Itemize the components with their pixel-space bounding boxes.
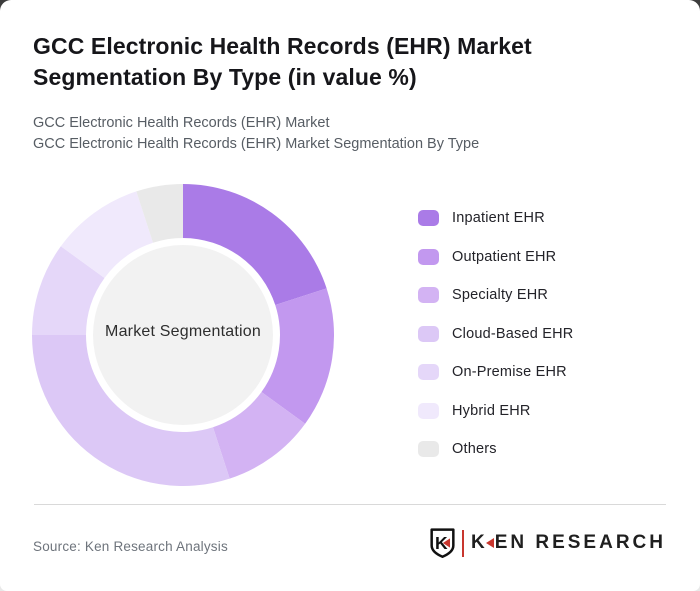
footer-divider [34,504,666,505]
legend-item-others: Others [418,441,573,457]
donut-segment-inpatient-ehr [183,184,327,306]
legend-item-specialty-ehr: Specialty EHR [418,287,573,303]
legend-swatch [418,325,439,342]
legend-label: Specialty EHR [452,287,549,303]
page-title: GCC Electronic Health Records (EHR) Mark… [33,33,532,90]
donut-chart: Market Segmentation [32,184,334,486]
donut-chart-svg [32,184,334,486]
chart-legend: Inpatient EHR Outpatient EHR Specialty EHR… [418,210,573,457]
subtitle-line-2: GCC Electronic Health Records (EHR) Mark… [33,135,480,152]
donut-segment-on-premise-ehr [32,246,105,335]
legend-swatch [418,210,439,226]
legend-item-cloud-based-ehr: Cloud-Based EHR [418,325,574,342]
legend-swatch [418,402,439,419]
shield-k-icon: K [430,528,455,558]
donut-segment-hybrid-ehr [60,191,154,278]
legend-label: Outpatient EHR [452,248,557,265]
legend-item-outpatient-ehr: Outpatient EHR [418,248,573,265]
logo-divider-bar [461,529,464,557]
source-note: Source: Ken Research Analysis [33,539,228,554]
svg-text:K: K [435,533,448,553]
ken-research-logo: K K EN RESEARCH [429,527,666,559]
subtitle-line-1: GCC Electronic Health Records (EHR) Mark… [33,115,330,131]
legend-swatch [418,248,439,265]
legend-label: Cloud-Based EHR [452,325,574,342]
legend-item-on-premise-ehr: On-Premise EHR [418,364,573,380]
legend-label: Inpatient EHR [452,210,545,226]
donut-segment-others [136,184,183,243]
donut-segment-specialty-ehr [212,392,306,479]
red-triangle-icon [485,538,494,548]
donut-segment-cloud-based-ehr [32,335,230,486]
legend-label: On-Premise EHR [452,364,567,380]
legend-label: Hybrid EHR [452,402,531,419]
legend-item-hybrid-ehr: Hybrid EHR [418,402,573,419]
legend-swatch [418,441,439,457]
donut-center-label: Market Segmentation [105,323,261,340]
legend-item-inpatient-ehr: Inpatient EHR [418,210,573,226]
brand-wordmark: K EN RESEARCH [470,532,666,553]
legend-swatch [418,287,439,303]
donut-segment-outpatient-ehr [261,288,334,424]
legend-label: Others [452,441,497,457]
legend-swatch [418,364,439,380]
donut-center-circle [93,245,273,425]
chart-subtitle: GCC Electronic Health Records (EHR) Mark… [33,113,479,154]
